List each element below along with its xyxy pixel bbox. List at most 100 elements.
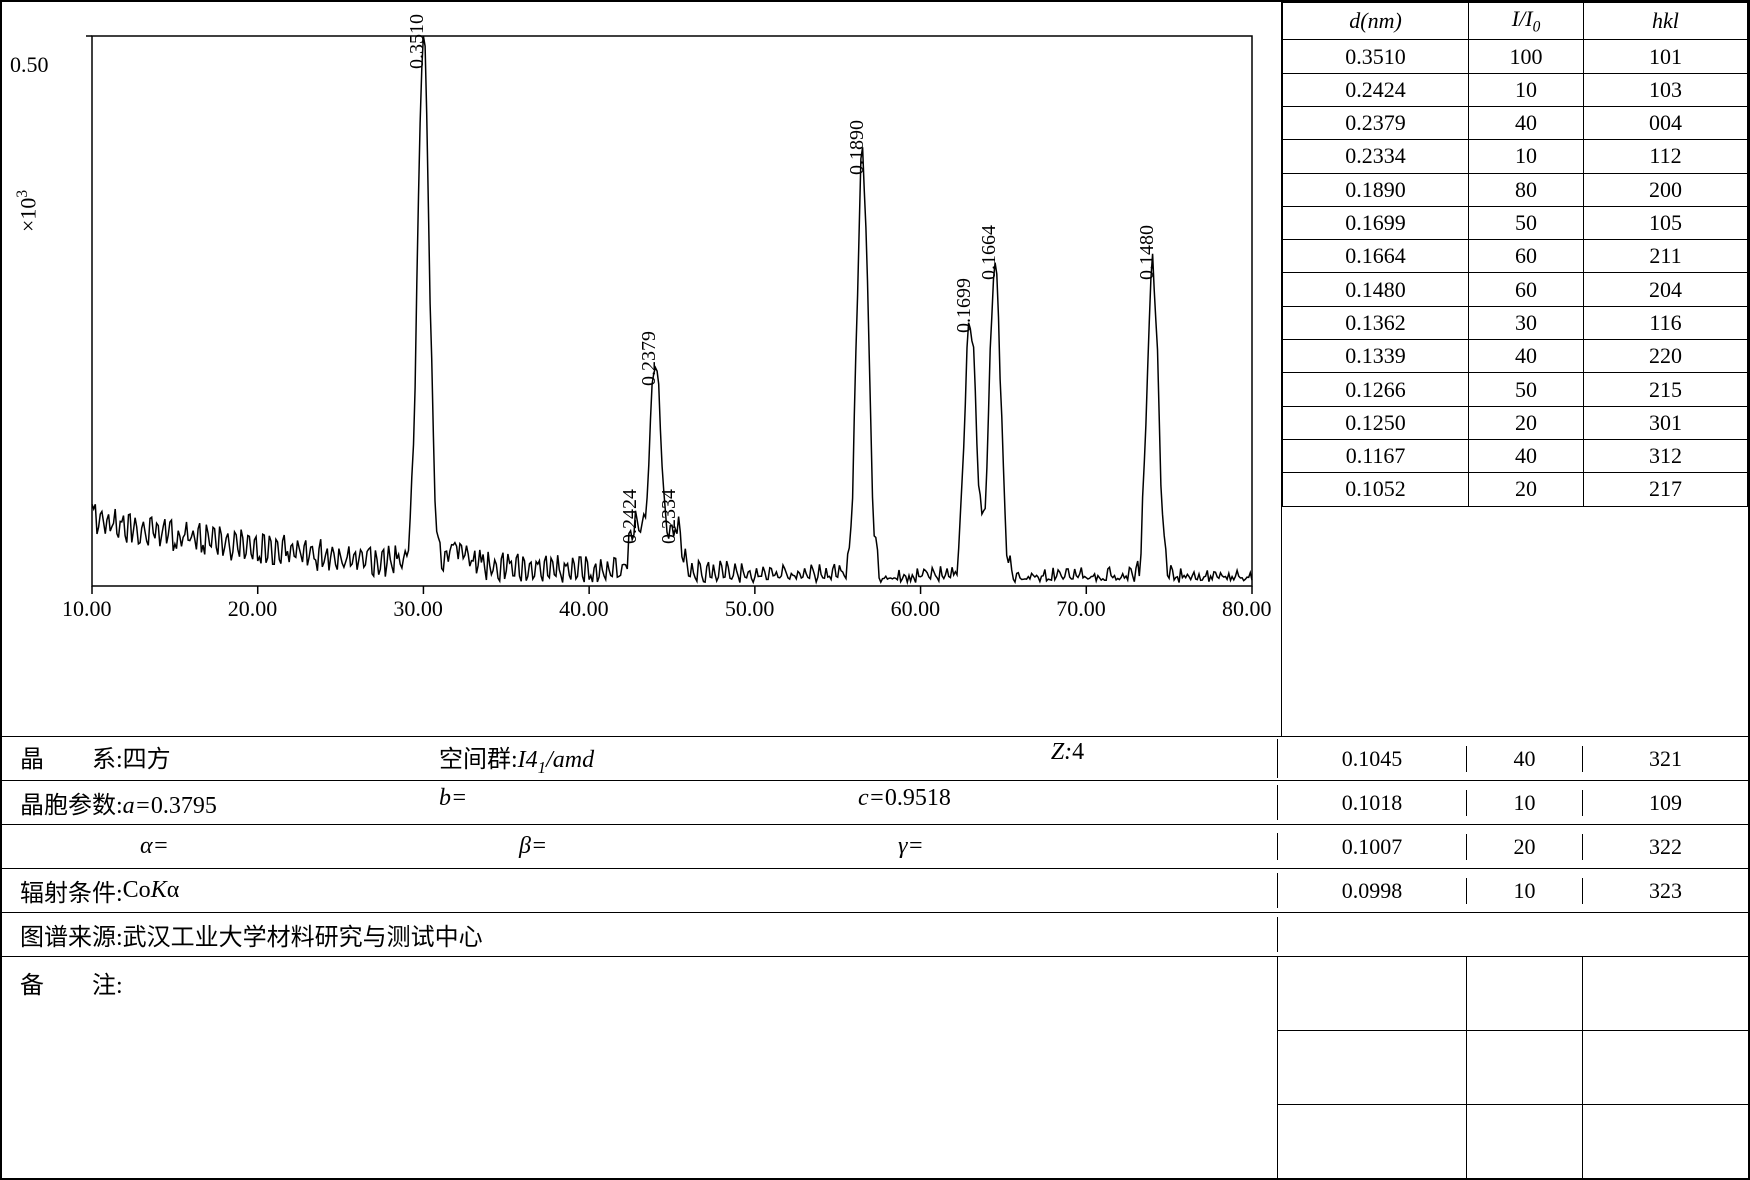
table-cell-hkl: 204 [1583,273,1747,306]
table-cell-d: 0.2379 [1283,106,1469,139]
x-tick-label: 30.00 [393,596,443,622]
info-row-remarks: 备 注: [2,956,1748,1178]
table-cell-empty [1582,1031,1748,1104]
info-left-remarks: 备 注: [2,957,1278,1178]
table-area: d(nm) I/I0 hkl 0.35101001010.2424101030.… [1282,2,1748,736]
info-row-radiation: 辐射条件:CoKα 0.0998 10 323 [2,868,1748,912]
table-cell-i: 20 [1469,473,1584,506]
table-cell-d: 0.1250 [1283,406,1469,439]
table-cell-empty [1278,1105,1466,1178]
table-cell-hkl: 101 [1583,40,1747,73]
table-cell-i: 40 [1469,106,1584,139]
c-value: 0.9518 [885,785,951,811]
table-cell-i: 60 [1469,240,1584,273]
cell-params-label: 晶胞参数: [20,793,123,819]
table-cell-i-16: 20 [1466,834,1582,860]
info-section: 晶 系:四方 空间群:I41/amd Z:4 0.1045 40 321 晶胞参… [2,736,1748,1178]
table-cell-i: 60 [1469,273,1584,306]
table-cell-d: 0.1890 [1283,173,1469,206]
table-cell-hkl: 215 [1583,373,1747,406]
table-cell-i: 80 [1469,173,1584,206]
space-group-value: I41/amd [518,747,594,773]
peak-label: 0.3510 [406,14,429,69]
table-row: 0.148060204 [1283,273,1748,306]
table-cell-i: 20 [1469,406,1584,439]
x-tick-label: 80.00 [1222,596,1272,622]
info-left-source: 图谱来源:武汉工业大学材料研究与测试中心 [2,917,1278,952]
table-cell-i: 40 [1469,340,1584,373]
info-left-abc: 晶胞参数:a=0.3795 b= c=0.9518 [2,785,1278,820]
table-header-row: d(nm) I/I0 hkl [1283,3,1748,40]
table-cell-i: 10 [1469,140,1584,173]
table-cell-d: 0.3510 [1283,40,1469,73]
table-row: 0.3510100101 [1283,40,1748,73]
table-cell-hkl: 211 [1583,240,1747,273]
table-cell-d: 0.1480 [1283,273,1469,306]
table-row: 0.126650215 [1283,373,1748,406]
table-cell-d-14: 0.1045 [1278,746,1466,772]
peak-label: 0.2334 [658,489,681,544]
table-cell-d: 0.1339 [1283,340,1469,373]
table-cell-i-17: 10 [1466,878,1582,904]
table-cell-d: 0.2334 [1283,140,1469,173]
table-row: 0.125020301 [1283,406,1748,439]
c-label: c= [858,785,885,811]
source-label: 图谱来源: [20,917,123,952]
chart-area: 0.50 ×103 10.00 20.00 30.00 40.00 50.00 60.00… [2,2,1282,736]
header-d: d(nm) [1283,3,1469,40]
table-cell-hkl: 112 [1583,140,1747,173]
table-cell-d-15: 0.1018 [1278,790,1466,816]
x-tick-label: 10.00 [62,596,112,622]
peak-label: 0.1699 [953,278,976,333]
peak-label: 0.1664 [978,225,1001,280]
table-cell-d-17: 0.0998 [1278,878,1466,904]
table-row: 0.105220217 [1283,473,1748,506]
a-label: a= [123,793,151,819]
table-cell-empty [1466,1031,1582,1104]
table-cell-hkl-17: 323 [1582,878,1748,904]
table-cell-i: 50 [1469,206,1584,239]
table-cell-d: 0.1362 [1283,306,1469,339]
remarks-label: 备 注: [20,965,123,1000]
x-tick-label: 40.00 [559,596,609,622]
table-cell-d: 0.1052 [1283,473,1469,506]
b-label: b= [439,785,467,811]
radiation-label: 辐射条件: [20,873,123,908]
z-value: 4 [1072,739,1084,765]
table-cell-i-14: 40 [1466,746,1582,772]
table-row: 0.242410103 [1283,73,1748,106]
peak-data-table: d(nm) I/I0 hkl 0.35101001010.2424101030.… [1282,2,1748,507]
alpha-label: α= [140,833,169,859]
peak-label: 0.1890 [846,120,869,175]
info-left-radiation: 辐射条件:CoKα [2,873,1278,908]
y-axis-unit-label: ×103 [14,190,41,232]
y-axis-max-label: 0.50 [10,52,49,78]
peak-label: 0.2424 [619,489,642,544]
table-cell-i: 10 [1469,73,1584,106]
table-cell-empty [1466,1105,1582,1178]
info-row-source: 图谱来源:武汉工业大学材料研究与测试中心 [2,912,1748,956]
table-row: 0.189080200 [1283,173,1748,206]
table-cell-hkl: 312 [1583,439,1747,472]
table-cell-i: 40 [1469,439,1584,472]
table-row: 0.116740312 [1283,439,1748,472]
table-cell-d: 0.1664 [1283,240,1469,273]
crystal-system-value: 四方 [123,747,171,773]
xrd-card-container: 0.50 ×103 10.00 20.00 30.00 40.00 50.00 60.00… [0,0,1750,1180]
table-cell-i: 100 [1469,40,1584,73]
table-row: 0.169950105 [1283,206,1748,239]
info-left-angles: α= β= γ= [2,833,1278,860]
info-row-angles: α= β= γ= 0.1007 20 322 [2,824,1748,868]
table-row: 0.233410112 [1283,140,1748,173]
x-tick-label: 50.00 [725,596,775,622]
table-cell-hkl: 220 [1583,340,1747,373]
header-i: I/I0 [1469,3,1584,40]
table-cell-i-15: 10 [1466,790,1582,816]
x-tick-label: 60.00 [891,596,941,622]
space-group-label: 空间群: [439,747,518,773]
x-tick-label: 70.00 [1056,596,1106,622]
table-cell-empty [1278,1031,1466,1104]
table-cell-hkl: 103 [1583,73,1747,106]
table-cell-hkl-15: 109 [1582,790,1748,816]
x-tick-label: 20.00 [228,596,278,622]
